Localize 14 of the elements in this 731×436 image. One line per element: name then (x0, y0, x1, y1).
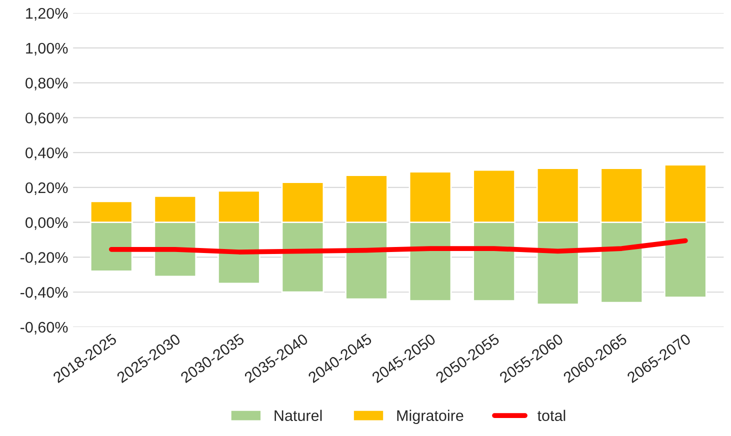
y-tick-label: 0,00% (26, 217, 68, 230)
y-tick-label: 0,40% (26, 147, 68, 160)
y-tick-label: 1,00% (26, 42, 68, 56)
y-tick-label: -0,20% (20, 252, 68, 265)
legend-label: Naturel (274, 410, 322, 422)
legend-label: Migratoire (397, 410, 464, 424)
y-tick-label: 0,20% (26, 182, 68, 195)
y-tick-label: -0,60% (20, 322, 68, 334)
y-tick-label: 0,80% (26, 78, 68, 90)
y-tick-label: -0,40% (20, 286, 68, 300)
y-tick-label: 0,60% (26, 112, 68, 126)
y-tick-label: 1,20% (26, 8, 68, 21)
line-series (108, 238, 688, 254)
legend-label: total (537, 410, 566, 422)
